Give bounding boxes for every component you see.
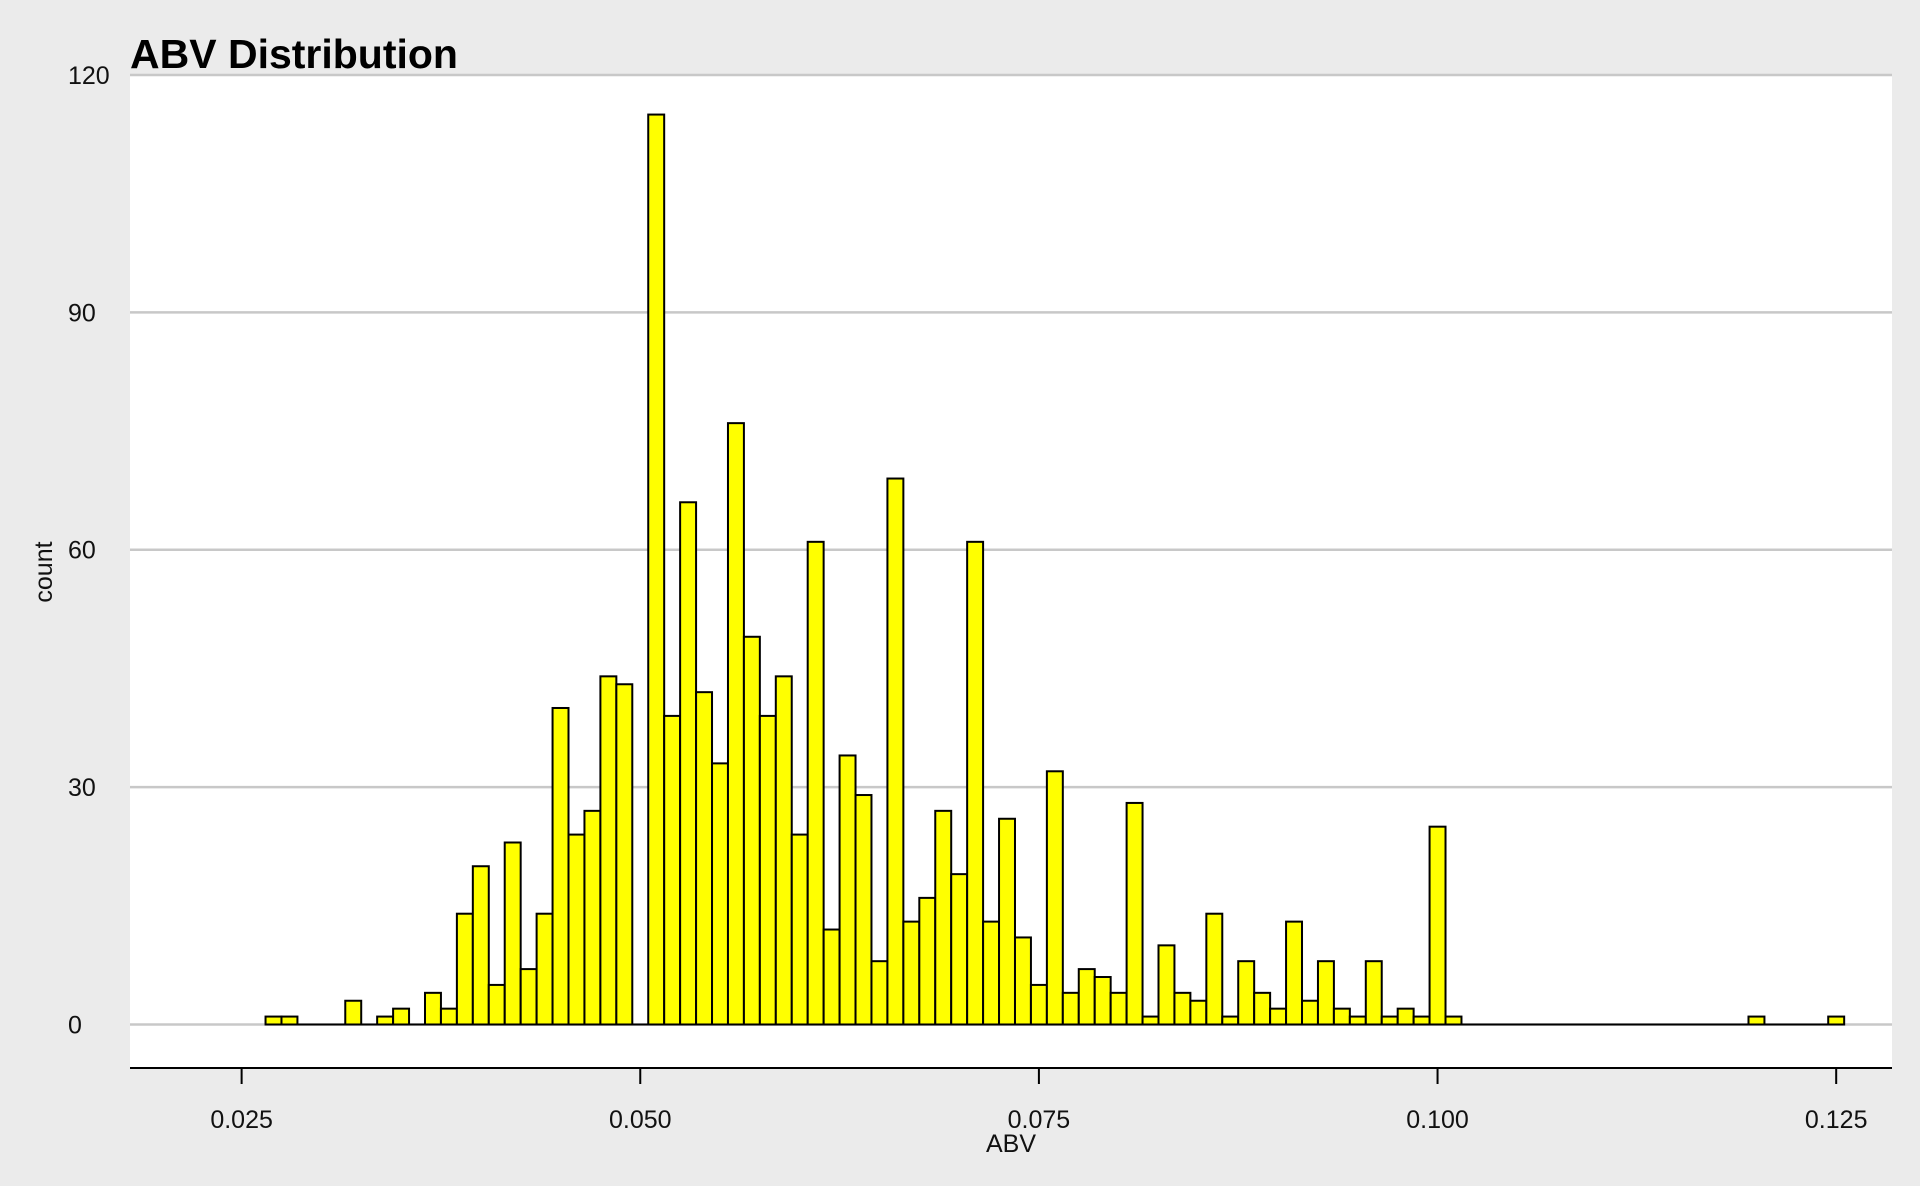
histogram-bar bbox=[1285, 920, 1304, 1026]
chart-title: ABV Distribution bbox=[130, 31, 458, 77]
x-tick-label: 0.025 bbox=[210, 1106, 273, 1134]
histogram-bar bbox=[679, 501, 698, 1026]
histogram-bar bbox=[790, 833, 809, 1026]
histogram-bar bbox=[1077, 968, 1096, 1026]
histogram-bar bbox=[392, 1007, 411, 1026]
x-axis-label: ABV bbox=[986, 1130, 1036, 1158]
histogram-bar bbox=[1029, 983, 1048, 1026]
histogram-bars bbox=[264, 113, 1846, 1026]
histogram-bar bbox=[264, 1015, 283, 1026]
histogram-bar bbox=[1444, 1015, 1463, 1026]
histogram-bar bbox=[1157, 944, 1176, 1026]
histogram-bar bbox=[1396, 1007, 1415, 1026]
histogram-bar bbox=[487, 983, 506, 1026]
y-tick-label: 0 bbox=[68, 1011, 82, 1039]
y-tick-label: 90 bbox=[68, 299, 96, 327]
histogram-bar bbox=[806, 540, 825, 1026]
histogram-bar bbox=[838, 754, 857, 1026]
histogram-bar bbox=[854, 794, 873, 1026]
histogram-bar bbox=[1253, 991, 1272, 1026]
histogram-bar bbox=[1045, 770, 1064, 1026]
histogram-bar bbox=[551, 706, 570, 1026]
histogram-bar bbox=[583, 809, 602, 1026]
histogram-bar bbox=[950, 873, 969, 1026]
histogram-bar bbox=[870, 960, 889, 1026]
histogram-bar bbox=[758, 714, 777, 1026]
histogram-bar bbox=[886, 477, 905, 1026]
histogram-bar bbox=[376, 1015, 395, 1026]
y-axis-ticks: 0 30 60 90 120 bbox=[68, 62, 110, 1039]
histogram-bar bbox=[1269, 1007, 1288, 1026]
histogram-bar bbox=[711, 762, 729, 1026]
histogram-bar bbox=[423, 991, 442, 1026]
histogram-bar bbox=[1428, 825, 1447, 1026]
y-tick-label: 30 bbox=[68, 774, 96, 802]
histogram-bar bbox=[1316, 960, 1335, 1026]
histogram-bar bbox=[663, 714, 682, 1026]
histogram-bar bbox=[966, 540, 985, 1026]
histogram-bar bbox=[1221, 1015, 1240, 1026]
histogram-bar bbox=[519, 968, 538, 1026]
histogram-bar bbox=[1189, 999, 1208, 1026]
x-tick-label: 0.075 bbox=[1008, 1106, 1071, 1134]
x-tick-label: 0.125 bbox=[1805, 1106, 1868, 1134]
histogram-bar bbox=[1093, 976, 1112, 1026]
histogram-bar bbox=[774, 675, 793, 1026]
histogram-bar bbox=[455, 912, 474, 1026]
histogram-bar bbox=[822, 928, 841, 1026]
histogram-bar bbox=[934, 809, 953, 1026]
histogram-bar bbox=[1364, 960, 1383, 1026]
histogram-bar bbox=[1301, 999, 1319, 1026]
x-tick-label: 0.100 bbox=[1406, 1106, 1469, 1134]
histogram-bar bbox=[902, 920, 921, 1026]
y-tick-label: 60 bbox=[68, 537, 96, 565]
histogram-bar bbox=[1237, 960, 1256, 1026]
histogram-bar bbox=[344, 999, 363, 1026]
histogram-bar bbox=[1205, 912, 1224, 1026]
histogram-bar bbox=[1827, 1015, 1846, 1026]
histogram-bar bbox=[280, 1015, 299, 1026]
histogram-bar bbox=[998, 817, 1016, 1026]
histogram-bar bbox=[503, 841, 522, 1026]
histogram-bar bbox=[918, 896, 937, 1026]
histogram-bar bbox=[1013, 936, 1032, 1026]
y-axis-label: count bbox=[30, 541, 58, 602]
histogram-bar bbox=[471, 865, 490, 1026]
histogram-bar bbox=[742, 635, 761, 1026]
x-tick-label: 0.050 bbox=[609, 1106, 672, 1134]
histogram-bar bbox=[567, 833, 586, 1026]
histogram-bar bbox=[1125, 801, 1144, 1026]
histogram-bar bbox=[1141, 1015, 1160, 1026]
histogram-bar bbox=[647, 113, 666, 1026]
histogram-bar bbox=[1747, 1015, 1766, 1026]
x-axis-ticks: 0.025 0.050 0.075 0.100 0.125 bbox=[210, 1068, 1867, 1134]
y-tick-label: 120 bbox=[68, 62, 110, 90]
histogram-bar bbox=[439, 1007, 458, 1026]
histogram-bar bbox=[1380, 1015, 1399, 1026]
histogram-bar bbox=[695, 691, 714, 1026]
histogram-bar bbox=[1332, 1007, 1351, 1026]
histogram-bar bbox=[535, 912, 554, 1026]
histogram-bar bbox=[599, 675, 618, 1026]
histogram-bar bbox=[1412, 1015, 1431, 1026]
histogram-bar bbox=[982, 920, 1001, 1026]
histogram-bar bbox=[1061, 991, 1080, 1026]
histogram-bar bbox=[1173, 991, 1192, 1026]
histogram-bar bbox=[615, 683, 634, 1026]
histogram-bar bbox=[1348, 1015, 1367, 1026]
histogram-bar bbox=[726, 422, 745, 1026]
histogram-bar bbox=[1109, 991, 1128, 1026]
